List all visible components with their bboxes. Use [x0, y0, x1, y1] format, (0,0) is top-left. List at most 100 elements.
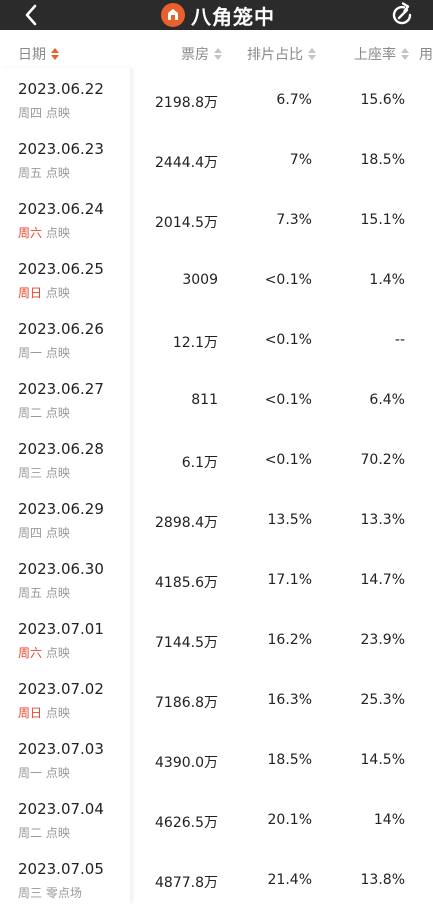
row-date: 2023.06.29	[18, 500, 104, 518]
row-date: 2023.06.28	[18, 440, 104, 458]
row-seat-rate: 70.2%	[360, 452, 405, 468]
row-weekday: 周二	[18, 406, 43, 420]
share-button[interactable]	[388, 1, 416, 29]
row-subtitle: 周日 点映	[18, 284, 70, 301]
row-weekday: 周一	[18, 346, 43, 360]
table-row[interactable]: 2023.06.24 周六 点映 2014.5万 7.3% 15.1%	[0, 188, 433, 248]
row-tag: 零点场	[45, 886, 82, 900]
sort-icon	[51, 48, 59, 60]
table-row[interactable]: 2023.07.05 周三 零点场 4877.8万 21.4% 13.8%	[0, 848, 433, 904]
row-date: 2023.07.02	[18, 680, 104, 698]
row-subtitle: 周六 点映	[18, 644, 70, 661]
row-subtitle: 周三 零点场	[18, 884, 82, 901]
row-tag: 点映	[45, 346, 70, 360]
row-screening-share: 21.4%	[267, 872, 312, 888]
header-extra-column[interactable]: 用	[419, 44, 433, 64]
row-subtitle: 周六 点映	[18, 224, 70, 241]
sort-date-header[interactable]: 日期	[18, 44, 59, 64]
row-screening-share: <0.1%	[264, 272, 312, 288]
row-weekday: 周四	[18, 106, 43, 120]
table-row[interactable]: 2023.06.25 周日 点映 3009 <0.1% 1.4%	[0, 248, 433, 308]
table-row[interactable]: 2023.07.03 周一 点映 4390.0万 18.5% 14.5%	[0, 728, 433, 788]
row-tag: 点映	[45, 286, 70, 300]
share-icon	[392, 2, 412, 25]
table-row[interactable]: 2023.06.26 周一 点映 12.1万 <0.1% --	[0, 308, 433, 368]
page-title: 八角笼中	[191, 4, 275, 29]
row-seat-rate: 14.5%	[360, 752, 405, 768]
movie-logo-icon	[161, 3, 185, 27]
row-date: 2023.07.03	[18, 740, 104, 758]
table-row[interactable]: 2023.06.22 周四 点映 2198.8万 6.7% 15.6%	[0, 68, 433, 128]
row-date: 2023.07.01	[18, 620, 104, 638]
row-box-office: 811	[191, 392, 218, 408]
row-subtitle: 周二 点映	[18, 824, 70, 841]
row-box-office: 2444.4万	[155, 155, 218, 171]
row-seat-rate: 15.6%	[360, 92, 405, 108]
row-seat-rate: 23.9%	[360, 632, 405, 648]
top-bar: 八角笼中	[0, 0, 433, 30]
row-date: 2023.06.27	[18, 380, 104, 398]
row-tag: 点映	[45, 526, 70, 540]
row-weekday: 周日	[18, 286, 43, 300]
row-date: 2023.06.26	[18, 320, 104, 338]
sort-screening-share-header[interactable]: 排片占比	[247, 44, 316, 64]
sort-icon	[401, 48, 409, 60]
table-row[interactable]: 2023.06.29 周四 点映 2898.4万 13.5% 13.3%	[0, 488, 433, 548]
table-row[interactable]: 2023.06.27 周二 点映 811 <0.1% 6.4%	[0, 368, 433, 428]
row-weekday: 周五	[18, 586, 43, 600]
row-date: 2023.07.04	[18, 800, 104, 818]
row-box-office: 7144.5万	[155, 635, 218, 651]
table-row[interactable]: 2023.07.01 周六 点映 7144.5万 16.2% 23.9%	[0, 608, 433, 668]
row-screening-share: <0.1%	[264, 452, 312, 468]
table-row[interactable]: 2023.06.30 周五 点映 4185.6万 17.1% 14.7%	[0, 548, 433, 608]
row-seat-rate: 18.5%	[360, 152, 405, 168]
row-tag: 点映	[45, 646, 70, 660]
row-screening-share: <0.1%	[264, 332, 312, 348]
row-weekday: 周三	[18, 886, 43, 900]
row-weekday: 周二	[18, 826, 43, 840]
table-row[interactable]: 2023.06.28 周三 点映 6.1万 <0.1% 70.2%	[0, 428, 433, 488]
row-tag: 点映	[45, 406, 70, 420]
row-seat-rate: 13.3%	[360, 512, 405, 528]
row-subtitle: 周四 点映	[18, 104, 70, 121]
back-button[interactable]	[18, 2, 46, 28]
row-box-office: 2898.4万	[155, 515, 218, 531]
row-box-office: 6.1万	[181, 455, 218, 471]
row-box-office: 12.1万	[172, 335, 218, 351]
sort-box-office-header[interactable]: 票房	[181, 44, 222, 64]
table-row[interactable]: 2023.07.04 周二 点映 4626.5万 20.1% 14%	[0, 788, 433, 848]
header-extra-label: 用	[419, 47, 433, 63]
page-title-group: 八角笼中	[161, 1, 275, 29]
header-seat-rate-label: 上座率	[354, 47, 396, 63]
row-box-office: 4185.6万	[155, 575, 218, 591]
row-weekday: 周五	[18, 166, 43, 180]
row-box-office: 4877.8万	[155, 875, 218, 891]
table-row[interactable]: 2023.07.02 周日 点映 7186.8万 16.3% 25.3%	[0, 668, 433, 728]
row-tag: 点映	[45, 826, 70, 840]
row-screening-share: 16.2%	[267, 632, 312, 648]
date-column-background	[0, 68, 130, 904]
row-screening-share: 7.3%	[276, 212, 312, 228]
table-row[interactable]: 2023.06.23 周五 点映 2444.4万 7% 18.5%	[0, 128, 433, 188]
row-seat-rate: --	[394, 332, 405, 348]
row-subtitle: 周三 点映	[18, 464, 70, 481]
row-seat-rate: 14%	[373, 812, 405, 828]
row-seat-rate: 14.7%	[360, 572, 405, 588]
row-weekday: 周四	[18, 526, 43, 540]
row-box-office: 2014.5万	[155, 215, 218, 231]
row-tag: 点映	[45, 586, 70, 600]
row-weekday: 周一	[18, 766, 43, 780]
row-subtitle: 周四 点映	[18, 524, 70, 541]
row-screening-share: 20.1%	[267, 812, 312, 828]
header-box-office-label: 票房	[181, 47, 209, 63]
row-date: 2023.06.25	[18, 260, 104, 278]
row-screening-share: 16.3%	[267, 692, 312, 708]
back-icon	[25, 4, 37, 26]
row-screening-share: 7%	[289, 152, 312, 168]
row-box-office: 4390.0万	[155, 755, 218, 771]
sort-seat-rate-header[interactable]: 上座率	[354, 44, 409, 64]
row-screening-share: 18.5%	[267, 752, 312, 768]
row-seat-rate: 13.8%	[360, 872, 405, 888]
row-date: 2023.06.23	[18, 140, 104, 158]
row-screening-share: 13.5%	[267, 512, 312, 528]
